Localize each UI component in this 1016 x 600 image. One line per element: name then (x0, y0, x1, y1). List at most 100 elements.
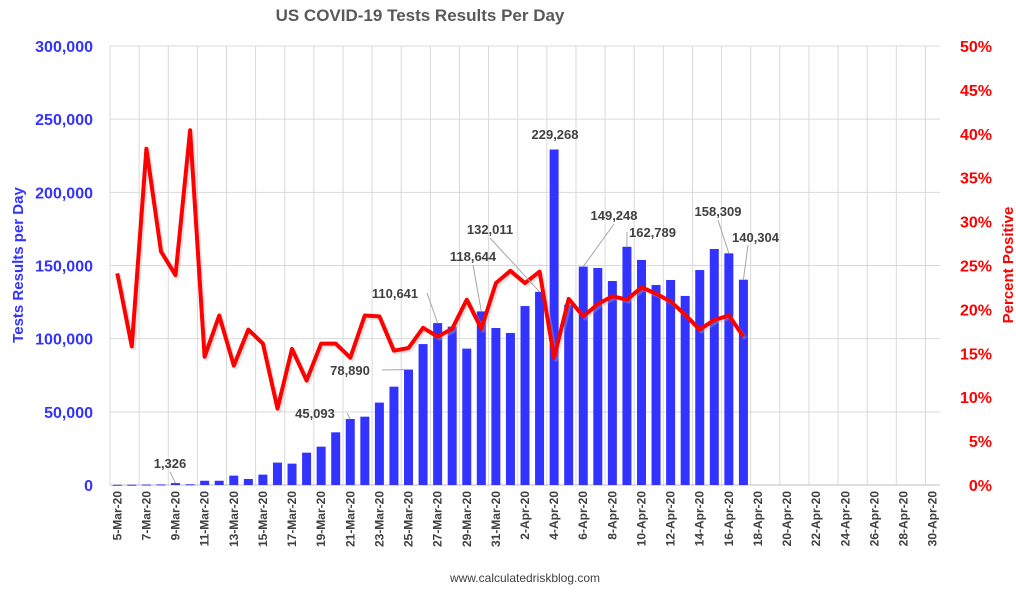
leader-line (583, 224, 614, 267)
bar (331, 432, 340, 485)
bar (652, 285, 661, 485)
bar (739, 280, 748, 485)
bar (506, 333, 515, 485)
bar (710, 249, 719, 485)
data-label: 118,644 (450, 249, 497, 264)
y2-tick-label: 0% (969, 478, 992, 495)
bar (622, 247, 631, 485)
x-tick-label: 14-Apr-20 (693, 491, 707, 547)
bar (681, 296, 690, 485)
x-tick-label: 22-Apr-20 (809, 491, 823, 547)
x-tick-label: 20-Apr-20 (780, 491, 794, 547)
bar (579, 267, 588, 485)
x-tick-label: 19-Mar-20 (314, 491, 328, 547)
x-tick-label: 6-Apr-20 (576, 491, 590, 540)
line-shadow (119, 132, 745, 410)
x-tick-label: 11-Mar-20 (198, 491, 212, 547)
y-tick-label: 50,000 (44, 405, 93, 422)
x-tick-label: 10-Apr-20 (634, 491, 648, 547)
x-tick-label: 8-Apr-20 (605, 491, 619, 540)
bar (608, 281, 617, 485)
leader-line (718, 220, 729, 253)
bar (448, 327, 457, 485)
y2-tick-label: 50% (960, 39, 992, 56)
x-axis: 5-Mar-20 7-Mar-20 9-Mar-20 11-Mar-20 13-Mar-… (110, 491, 939, 547)
y2-tick-label: 40% (960, 127, 992, 144)
y2-tick-label: 15% (960, 346, 992, 363)
data-label: 229,268 (532, 127, 579, 142)
y-tick-label: 150,000 (35, 259, 93, 276)
x-tick-label: 28-Apr-20 (897, 491, 911, 547)
x-tick-label: 24-Apr-20 (838, 491, 852, 547)
y2-tick-label: 35% (960, 171, 992, 188)
y-tick-label: 100,000 (35, 332, 93, 349)
data-label: 78,890 (330, 363, 370, 378)
bar (302, 453, 311, 485)
leader-line (473, 265, 481, 311)
bar (521, 306, 530, 485)
data-label: 149,248 (591, 208, 638, 223)
bar (346, 419, 355, 485)
y-tick-label: 0 (84, 478, 93, 495)
bar (244, 479, 253, 485)
y-axis-left: 0 50,000 100,000 150,000 200,000 250,000 300,0… (35, 39, 93, 495)
x-tick-label: 21-Mar-20 (343, 491, 357, 547)
data-label: 162,789 (629, 225, 676, 240)
x-tick-label: 23-Mar-20 (372, 491, 386, 547)
bar (491, 328, 500, 485)
bar (186, 484, 195, 485)
line-series (117, 130, 745, 410)
leader-line (743, 245, 748, 280)
x-tick-label: 29-Mar-20 (460, 491, 474, 547)
chart-title: US COVID-19 Tests Results Per Day (276, 6, 565, 25)
bar (389, 387, 398, 485)
bar (288, 464, 297, 485)
x-tick-label: 31-Mar-20 (489, 491, 503, 547)
bar (215, 481, 224, 485)
y2-tick-label: 10% (960, 390, 992, 407)
bar (375, 403, 384, 485)
bar (666, 280, 675, 485)
x-tick-label: 2-Apr-20 (518, 491, 532, 540)
bar (564, 305, 573, 485)
bar (477, 311, 486, 485)
bar (433, 323, 442, 485)
y-axis-title: Tests Results per Day (10, 187, 27, 343)
leader-line (170, 472, 176, 483)
x-tick-label: 5-Mar-20 (110, 491, 124, 541)
bar (229, 476, 238, 485)
y2-tick-label: 5% (969, 434, 992, 451)
x-tick-label: 25-Mar-20 (402, 491, 416, 547)
bar (127, 485, 136, 486)
x-tick-label: 7-Mar-20 (139, 491, 153, 541)
bar (200, 481, 209, 485)
bar (258, 475, 267, 485)
x-tick-label: 13-Mar-20 (227, 491, 241, 547)
bar (360, 417, 369, 485)
leader-line (427, 293, 438, 323)
y-tick-label: 250,000 (35, 112, 93, 129)
bar (695, 270, 704, 485)
footer-url: www.calculatedriskblog.com (449, 571, 600, 585)
data-label: 110,641 (372, 286, 418, 301)
y2-tick-label: 25% (960, 259, 992, 276)
data-label: 158,309 (695, 204, 742, 219)
y2-tick-label: 20% (960, 302, 992, 319)
data-label: 45,093 (295, 406, 335, 421)
bar (724, 253, 733, 485)
y-axis-right: 0%5%10%15%20%25%30%35%40%45%50% (960, 39, 992, 495)
x-tick-label: 9-Mar-20 (169, 491, 183, 541)
y-tick-label: 300,000 (35, 39, 93, 56)
bar (113, 485, 122, 486)
bar (462, 349, 471, 485)
bar (535, 292, 544, 485)
x-tick-label: 17-Mar-20 (285, 491, 299, 547)
y-tick-label: 200,000 (35, 185, 93, 202)
bar (171, 483, 180, 485)
bar (156, 484, 165, 485)
leader-line (347, 413, 350, 419)
bar (419, 344, 428, 485)
x-tick-label: 16-Apr-20 (722, 491, 736, 547)
y2-tick-label: 45% (960, 83, 992, 100)
